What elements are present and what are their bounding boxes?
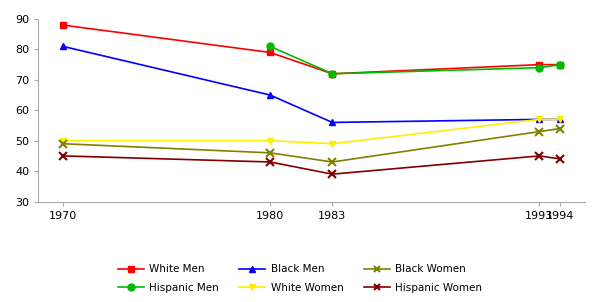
- Legend: White Men, Hispanic Men, Black Men, White Women, Black Women, Hispanic Women: White Men, Hispanic Men, Black Men, Whit…: [113, 260, 487, 297]
